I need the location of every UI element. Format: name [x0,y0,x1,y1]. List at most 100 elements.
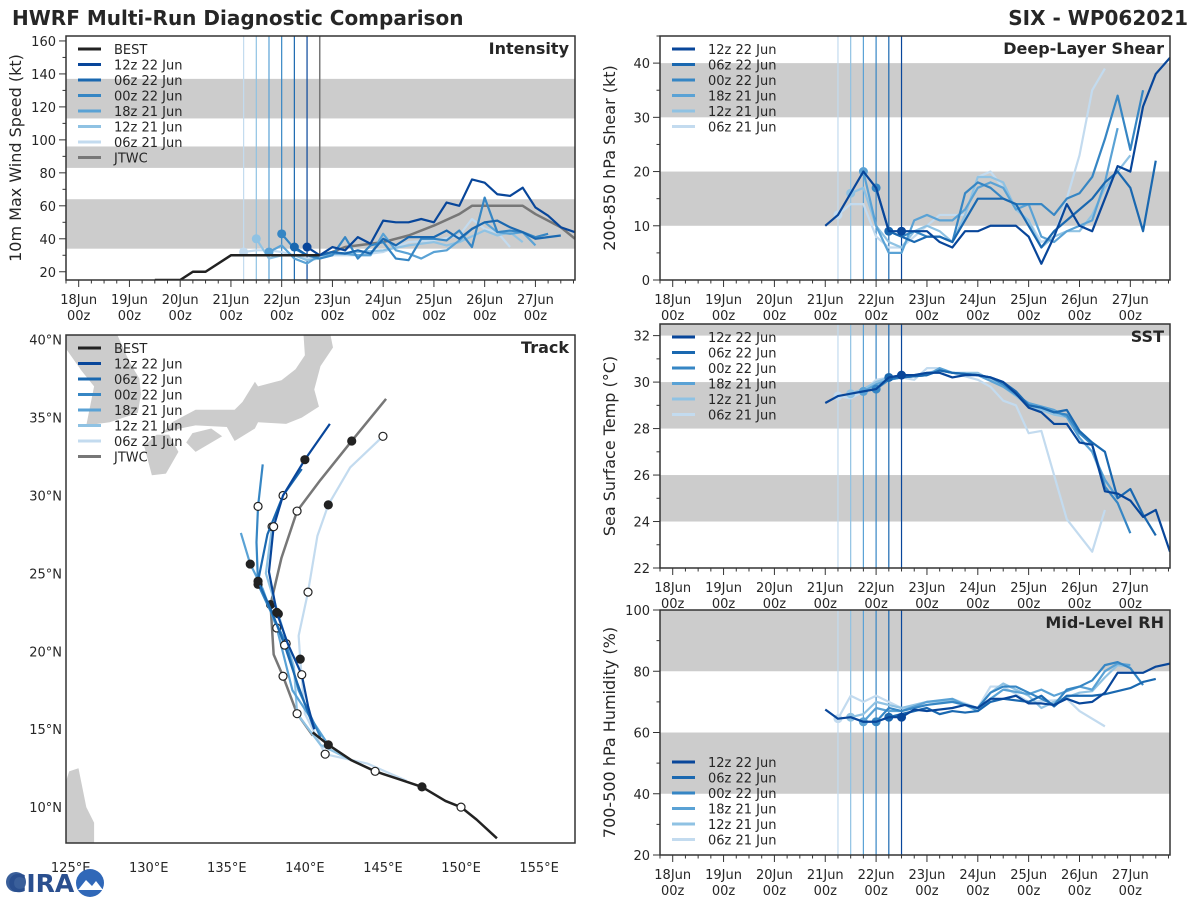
track-point [278,671,288,681]
x-tick-day: 21Jun [213,293,250,308]
x-tick-day: 18Jun [654,868,691,883]
series-line-06z-22-jun [888,369,1157,537]
x-tick-day: 26Jun [1061,581,1098,596]
y-tick-label: 20 [633,166,650,181]
legend-label: 06z 22 Jun [708,59,777,74]
threshold-band [660,324,1170,336]
y-axis-label: Sea Surface Temp (°C) [600,356,619,536]
init-point [897,226,907,236]
x-tick-label: 125°E [51,861,91,876]
x-tick-hour: 00z [270,309,294,324]
shear-chart: Deep-Layer Shear18Jun00z19Jun00z20Jun00z… [600,35,1171,324]
plot-area [660,610,1170,855]
legend-label: 00z 22 Jun [708,787,777,802]
y-tick-label: 120 [31,101,56,116]
y-tick-label: 100 [625,604,650,619]
track-point [456,802,466,812]
legend-label: 06z 21 Jun [114,136,183,151]
logo-text: CIRA [8,869,75,898]
cira-logo: CIRA [6,869,104,898]
x-tick-day: 27Jun [1112,581,1149,596]
y-tick-label: 22 [633,562,650,577]
threshold-band [660,732,1170,794]
x-tick-hour: 00z [915,884,939,899]
x-tick-day: 21Jun [807,868,844,883]
init-point [897,712,907,722]
y-tick-label: 28 [633,423,650,438]
series-line-06z-22-jun [293,219,561,257]
panel-title: Deep-Layer Shear [1003,39,1164,58]
track-point [245,559,255,569]
x-tick-day: 21Jun [807,581,844,596]
track-point [295,654,305,664]
x-tick-hour: 00z [915,309,939,324]
x-tick-hour: 00z [219,309,243,324]
legend-label: 00z 22 Jun [708,74,777,89]
x-tick-hour: 00z [1068,309,1092,324]
legend-label: 12z 21 Jun [708,818,777,833]
y-tick-label: 40 [633,57,650,72]
x-tick-day: 21Jun [807,293,844,308]
kyushu-land [144,434,179,476]
x-tick-day: 25Jun [1010,293,1047,308]
x-tick-hour: 00z [1017,597,1041,612]
axes-frame [659,35,1171,281]
x-tick-label: 150°E [441,861,481,876]
y-tick-label: 30 [633,376,650,391]
x-tick-day: 23Jun [314,293,351,308]
x-tick-hour: 00z [661,309,685,324]
x-tick-day: 18Jun [654,581,691,596]
x-tick-day: 24Jun [365,293,402,308]
x-tick-hour: 00z [321,309,345,324]
y-tick-label: 60 [633,727,650,742]
x-tick-hour: 00z [422,309,446,324]
x-tick-hour: 00z [763,884,787,899]
legend-label: 06z 22 Jun [708,347,777,362]
threshold-band [660,610,1170,672]
x-tick-day: 22Jun [263,293,300,308]
track-chart: Track 125°E 130°E 135°E 140°E 145°E 150°E 155°E… [29,334,576,876]
series-line-12z-22-jun [824,662,1170,723]
legend-label: 06z 21 Jun [114,435,183,450]
legend-label: BEST [114,342,147,357]
x-tick-day: 18Jun [60,293,97,308]
y-tick-label: 30°N [29,490,62,505]
track-point [417,782,427,792]
track-point [272,607,282,617]
x-tick-hour: 00z [966,597,990,612]
axes-frame [659,323,1171,569]
threshold-band [660,171,1170,226]
x-tick-day: 22Jun [858,581,895,596]
y-tick-label: 10 [633,220,650,235]
y-axis-label: 200-850 hPa Shear (kt) [600,65,619,251]
y-tick-label: 60 [39,200,56,215]
track-point [253,576,263,586]
x-tick-hour: 00z [1119,597,1143,612]
x-tick-hour: 00z [524,309,548,324]
panel-title: Intensity [489,39,570,58]
y-tick-label: 0 [642,274,650,289]
threshold-band [660,475,1170,522]
axes-frame [65,334,576,844]
x-tick-day: 19Jun [111,293,148,308]
track-point [297,670,307,680]
series-line-06z-21-jun [837,367,1106,553]
y-tick-label: 40 [39,233,56,248]
legend-label: 12z 21 Jun [114,420,183,435]
x-tick-hour: 00z [814,309,838,324]
y-tick-label: 10°N [29,801,62,816]
x-tick-hour: 00z [966,884,990,899]
x-tick-hour: 00z [814,597,838,612]
x-tick-day: 27Jun [1112,293,1149,308]
y-tick-label: 20 [39,266,56,281]
track-point [347,436,357,446]
y-axis-label: 10m Max Wind Speed (kt) [6,54,25,262]
panel-title: SST [1131,327,1164,346]
init-point [289,242,299,252]
legend-label: 18z 21 Jun [708,90,777,105]
series-line-12z-21-jun [850,154,1132,249]
series-line-best [311,731,498,840]
x-tick-hour: 00z [371,309,395,324]
